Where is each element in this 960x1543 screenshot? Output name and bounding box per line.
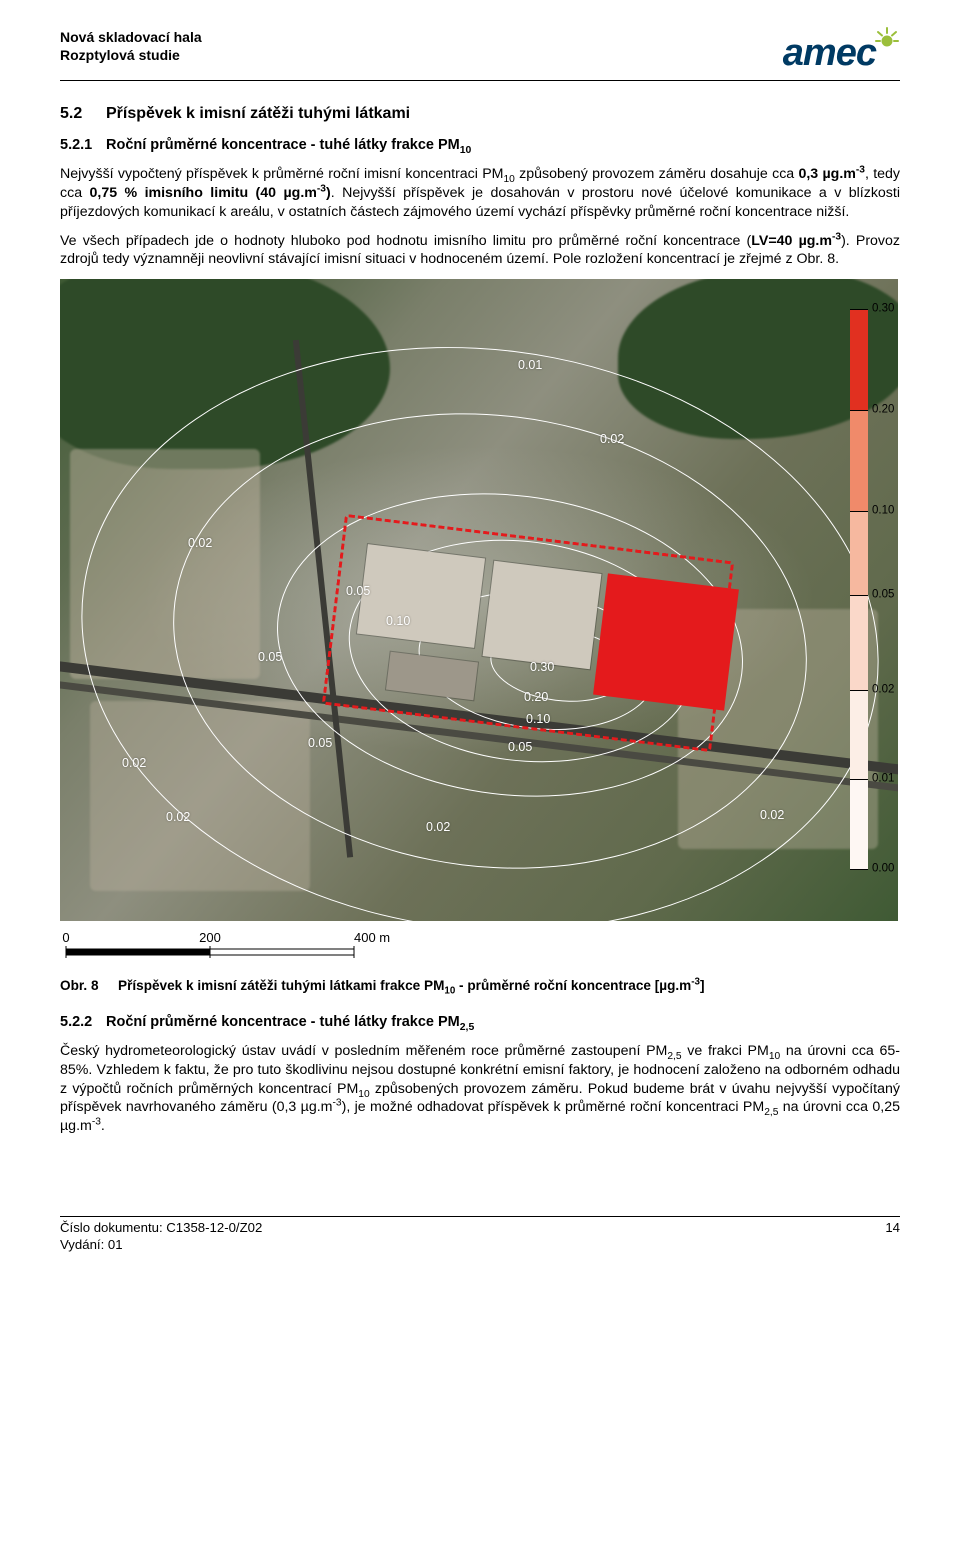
- footer-page-number: 14: [885, 1219, 900, 1253]
- figure-8: 0.01 0.02 0.02 0.05 0.05 0.10 0.05 0.30 0.20 0.10…: [60, 279, 900, 967]
- section-5-2-title: 5.2Příspěvek k imisní zátěži tuhými látk…: [60, 103, 900, 124]
- legend-tick-line: [850, 869, 868, 870]
- para-5-2-1-b: Ve všech případech jde o hodnoty hluboko…: [60, 232, 900, 269]
- legend-segment: [850, 511, 868, 595]
- contour-label: 0.02: [166, 809, 190, 826]
- section-5-2-1-number: 5.2.1: [60, 136, 106, 155]
- section-5-2-text: Příspěvek k imisní zátěži tuhými látkami: [106, 105, 410, 122]
- legend-tick-line: [850, 690, 868, 691]
- figure-8-caption: Obr. 8Příspěvek k imisní zátěži tuhými l…: [60, 977, 900, 995]
- contour-label: 0.05: [346, 583, 370, 600]
- legend-tick-line: [850, 595, 868, 596]
- para-5-2-2: Český hydrometeorologický ústav uvádí v …: [60, 1042, 900, 1136]
- legend-segment: [850, 309, 868, 410]
- contour-label: 0.05: [508, 739, 532, 756]
- legend-tick: 0.05: [872, 587, 894, 602]
- legend-segment: [850, 779, 868, 869]
- footer-doc-number: Číslo dokumentu: C1358-12-0/Z02: [60, 1219, 262, 1236]
- legend-segment: [850, 690, 868, 780]
- contour-label: 0.02: [122, 755, 146, 772]
- site-building: [357, 544, 485, 648]
- contour-label: 0.05: [258, 649, 282, 666]
- contour-label: 0.02: [426, 819, 450, 836]
- section-5-2-1-text: Roční průměrné koncentrace - tuhé látky …: [106, 137, 471, 153]
- figure-8-caption-text: Příspěvek k imisní zátěži tuhými látkami…: [118, 978, 704, 993]
- logo-text: amec: [783, 28, 876, 78]
- contour-label: 0.20: [524, 689, 548, 706]
- legend-tick: 0.30: [872, 301, 894, 316]
- contour-label: 0.10: [526, 711, 550, 728]
- svg-text:400 m: 400 m: [354, 930, 390, 945]
- scale-bar: 0 200 400 m: [60, 929, 898, 967]
- contour-label: 0.30: [530, 659, 554, 676]
- legend-tick: 0.00: [872, 861, 894, 876]
- footer-edition: Vydání: 01: [60, 1236, 262, 1253]
- site-building: [483, 561, 602, 669]
- legend-segment: [850, 595, 868, 690]
- header-title: Nová skladovací hala Rozptylová studie: [60, 28, 202, 64]
- section-5-2-1-title: 5.2.1Roční průměrné koncentrace - tuhé l…: [60, 136, 900, 155]
- section-5-2-2-title: 5.2.2Roční průměrné koncentrace - tuhé l…: [60, 1013, 900, 1032]
- contour-label: 0.02: [600, 431, 624, 448]
- contour-label: 0.02: [188, 535, 212, 552]
- logo: amec: [783, 28, 900, 78]
- legend-tick-line: [850, 779, 868, 780]
- page-footer: Číslo dokumentu: C1358-12-0/Z02 Vydání: …: [60, 1216, 900, 1253]
- section-5-2-number: 5.2: [60, 103, 106, 124]
- para-5-2-1-a: Nejvyšší vypočtený příspěvek k průměrné …: [60, 165, 900, 221]
- section-5-2-2-text: Roční průměrné koncentrace - tuhé látky …: [106, 1014, 474, 1030]
- contour-label: 0.02: [760, 807, 784, 824]
- footer-left: Číslo dokumentu: C1358-12-0/Z02 Vydání: …: [60, 1219, 262, 1253]
- figure-8-map: 0.01 0.02 0.02 0.05 0.05 0.10 0.05 0.30 0.20 0.10…: [60, 279, 898, 921]
- header-title-line2: Rozptylová studie: [60, 46, 202, 64]
- logo-sun-icon: [874, 26, 900, 52]
- contour-label: 0.10: [386, 613, 410, 630]
- header-title-line1: Nová skladovací hala: [60, 28, 202, 46]
- legend-segment: [850, 410, 868, 511]
- figure-8-caption-label: Obr. 8: [60, 977, 118, 995]
- legend-tick-line: [850, 511, 868, 512]
- legend-tick: 0.01: [872, 772, 894, 787]
- legend-tick-line: [850, 309, 868, 310]
- svg-text:0: 0: [62, 930, 69, 945]
- legend-tick: 0.02: [872, 682, 894, 697]
- svg-text:200: 200: [199, 930, 221, 945]
- legend-tick-line: [850, 410, 868, 411]
- contour-label: 0.01: [518, 357, 542, 374]
- site-highlight: [593, 573, 739, 710]
- section-5-2-2-number: 5.2.2: [60, 1013, 106, 1032]
- color-legend: 0.300.200.100.050.020.010.00: [850, 309, 894, 869]
- contour-label: 0.05: [308, 735, 332, 752]
- page-header: Nová skladovací hala Rozptylová studie a…: [60, 28, 900, 81]
- legend-tick: 0.20: [872, 402, 894, 417]
- legend-tick: 0.10: [872, 503, 894, 518]
